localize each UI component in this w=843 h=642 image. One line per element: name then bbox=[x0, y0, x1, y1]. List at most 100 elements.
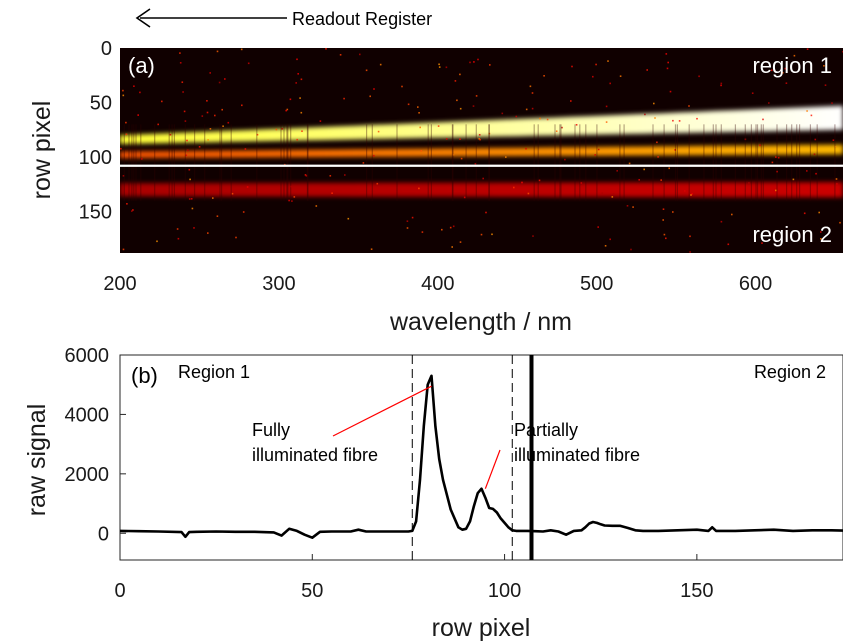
noise-speck bbox=[835, 178, 838, 180]
noise-speck bbox=[731, 213, 733, 216]
noise-speck bbox=[240, 48, 243, 51]
noise-speck bbox=[418, 112, 420, 114]
noise-speck bbox=[187, 149, 189, 151]
noise-speck bbox=[744, 138, 747, 141]
noise-speck bbox=[188, 198, 191, 200]
noise-speck bbox=[784, 67, 787, 70]
noise-speck bbox=[212, 197, 214, 199]
noise-speck bbox=[684, 190, 686, 192]
noise-speck bbox=[191, 207, 194, 210]
noise-speck bbox=[420, 150, 423, 152]
striation bbox=[488, 124, 490, 201]
noise-speck bbox=[161, 100, 163, 103]
noise-speck bbox=[186, 139, 188, 142]
noise-speck bbox=[300, 111, 303, 114]
noise-speck bbox=[472, 105, 475, 107]
striation bbox=[128, 124, 130, 201]
striation bbox=[834, 124, 836, 201]
noise-speck bbox=[477, 58, 479, 61]
noise-speck bbox=[411, 216, 414, 219]
noise-speck bbox=[561, 126, 563, 129]
noise-speck bbox=[244, 148, 247, 150]
noise-speck bbox=[810, 114, 813, 117]
striation bbox=[559, 124, 561, 201]
striation bbox=[184, 124, 186, 201]
panel-a-y-tick-label: 50 bbox=[90, 93, 112, 115]
noise-speck bbox=[592, 75, 594, 78]
noise-speck bbox=[343, 97, 345, 100]
noise-speck bbox=[571, 65, 573, 68]
noise-speck bbox=[823, 65, 825, 67]
panel-b-annotations: Fully illuminated fibre Partially illuminat… bbox=[252, 385, 640, 489]
noise-speck bbox=[365, 69, 368, 72]
striation bbox=[290, 124, 292, 201]
striation bbox=[652, 124, 654, 201]
noise-speck bbox=[401, 85, 403, 88]
noise-speck bbox=[247, 62, 250, 65]
striation bbox=[430, 124, 432, 201]
noise-speck bbox=[771, 161, 774, 164]
noise-speck bbox=[806, 110, 808, 112]
noise-speck bbox=[604, 245, 607, 247]
noise-speck bbox=[179, 52, 181, 54]
noise-speck bbox=[305, 175, 308, 177]
striation bbox=[396, 124, 398, 201]
noise-speck bbox=[555, 130, 558, 132]
noise-speck bbox=[370, 248, 373, 250]
panel-b-vertical-lines bbox=[411, 355, 534, 560]
noise-speck bbox=[669, 90, 672, 93]
noise-speck bbox=[720, 82, 723, 85]
noise-speck bbox=[515, 115, 518, 118]
panel-b-x-tick-label: 50 bbox=[301, 580, 323, 602]
striation bbox=[688, 124, 690, 201]
noise-speck bbox=[122, 94, 125, 97]
panel-a-x-tick-label: 300 bbox=[262, 273, 295, 295]
noise-speck bbox=[775, 156, 777, 158]
striation bbox=[715, 124, 717, 201]
panel-a-x-tick-label: 200 bbox=[103, 273, 136, 295]
noise-speck bbox=[156, 240, 158, 243]
noise-speck bbox=[485, 211, 487, 214]
noise-speck bbox=[207, 232, 209, 234]
panel-b-x-tick-label: 150 bbox=[680, 580, 713, 602]
annotation-text: Fully bbox=[252, 420, 290, 440]
panel-b-x-tick-label: 0 bbox=[114, 580, 125, 602]
noise-speck bbox=[575, 124, 578, 126]
region-2-label: region 2 bbox=[752, 222, 832, 247]
noise-speck bbox=[445, 66, 448, 69]
noise-speck bbox=[325, 48, 327, 50]
striation bbox=[194, 124, 196, 201]
noise-speck bbox=[406, 220, 409, 222]
striation bbox=[776, 124, 778, 201]
panel-a-y-axis-label: row pixel bbox=[28, 101, 56, 200]
noise-speck bbox=[564, 158, 566, 161]
noise-speck bbox=[775, 189, 777, 192]
noise-speck bbox=[663, 233, 666, 236]
heatmap-band bbox=[120, 144, 843, 159]
striation bbox=[744, 124, 746, 201]
noise-speck bbox=[198, 146, 201, 148]
panel-a-x-axis-label: wavelength / nm bbox=[389, 308, 572, 336]
noise-speck bbox=[289, 98, 292, 101]
striation bbox=[219, 124, 221, 201]
noise-speck bbox=[290, 185, 292, 188]
noise-speck bbox=[605, 121, 608, 123]
noise-speck bbox=[727, 243, 730, 246]
striation bbox=[171, 124, 173, 201]
noise-speck bbox=[820, 238, 822, 240]
noise-speck bbox=[605, 105, 608, 108]
noise-speck bbox=[488, 132, 491, 135]
striation bbox=[475, 124, 477, 201]
striation bbox=[674, 124, 677, 201]
noise-speck bbox=[478, 134, 481, 136]
noise-speck bbox=[660, 179, 662, 181]
noise-speck bbox=[456, 99, 458, 102]
noise-speck bbox=[189, 178, 191, 181]
panel-b-label: (b) bbox=[131, 363, 158, 388]
noise-speck bbox=[295, 82, 297, 84]
striation bbox=[287, 124, 289, 201]
noise-speck bbox=[814, 138, 817, 141]
noise-speck bbox=[362, 162, 365, 164]
panel-a-y-tick-label: 100 bbox=[79, 147, 112, 169]
striation bbox=[280, 124, 282, 201]
